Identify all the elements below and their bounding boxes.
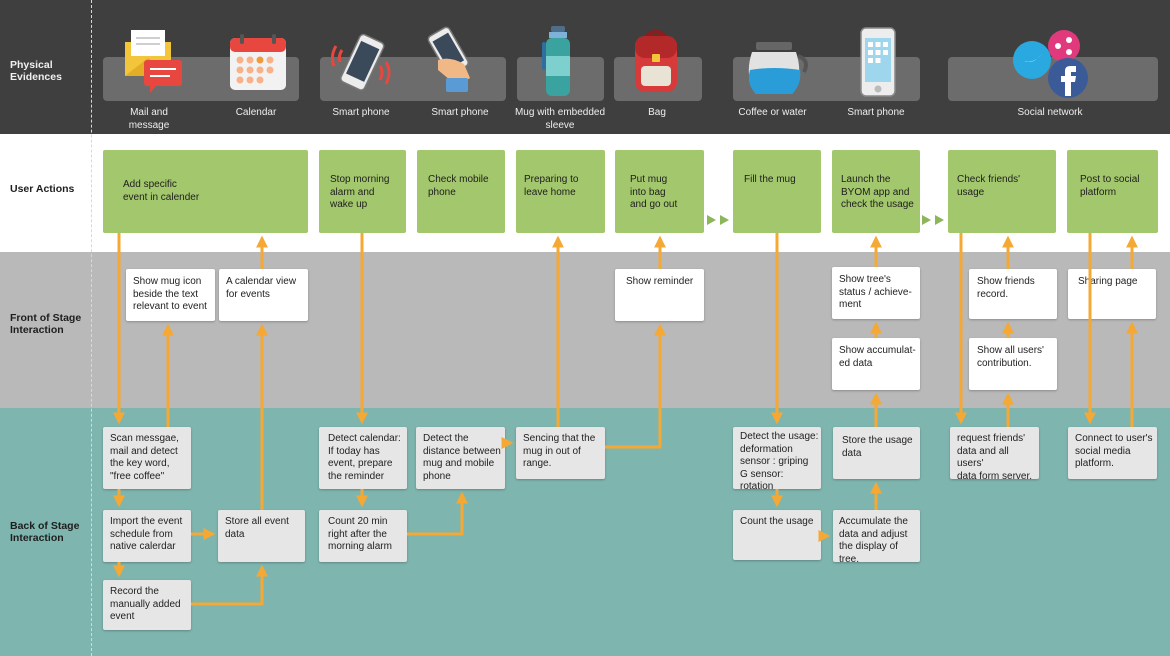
evidence-label: Smart phone (431, 107, 489, 118)
action-check-friends: Check friends' usage (948, 150, 1056, 233)
action-post-social: Post to social platform (1067, 150, 1158, 233)
social-network-icon (1013, 30, 1088, 98)
back-store-event-data: Store all event data (218, 510, 305, 562)
evidence-label: Smart phone (332, 107, 390, 118)
evidence-label: Coffee or water (738, 107, 807, 118)
front-accumulated-data: Show accumulat- ed data (832, 338, 920, 390)
action-mug-into-bag: Put mug into bag and go out (615, 150, 704, 233)
stage-transition-icon (922, 215, 944, 225)
row-label-back-of-stage: Back of Stage Interaction (10, 520, 80, 544)
backpack-icon (635, 30, 677, 92)
back-count-20-min: Count 20 min right after the morning ala… (319, 510, 407, 562)
back-count-usage: Count the usage (733, 510, 821, 560)
action-fill-mug: Fill the mug (733, 150, 821, 233)
back-detect-distance: Detect the distance between mug and mobi… (416, 427, 505, 489)
action-stop-alarm: Stop morning alarm and wake up (319, 150, 406, 233)
mail-icon (125, 30, 182, 93)
smartphone-ringing-icon (330, 33, 391, 91)
evidence-label: Social network (1017, 107, 1083, 118)
back-detect-calendar: Detect calendar: If today has event, pre… (319, 427, 407, 489)
back-store-usage: Store the usage data (833, 427, 920, 479)
row-label-divider (91, 0, 92, 656)
stage-transition-icon (707, 215, 729, 225)
front-tree-status: Show tree's status / achieve- ment (832, 267, 920, 319)
evidence-label: Bag (648, 107, 666, 118)
back-accumulate-data: Accumulate the data and adjust the displ… (833, 510, 920, 565)
front-calendar-view: A calendar view for events (219, 269, 308, 321)
front-all-users-contribution: Show all users' contribution. (969, 338, 1057, 390)
action-add-event: Add specific event in calender (103, 150, 308, 233)
back-scan-message: Scan messgae, mail and detect the key wo… (103, 427, 191, 489)
smartphone-icon (860, 27, 896, 97)
front-show-mug-icon: Show mug icon beside the text relevant t… (126, 269, 215, 321)
hand-smartphone-icon (427, 26, 470, 92)
calendar-icon (230, 34, 286, 90)
back-import-schedule: Import the event schedule from native ca… (103, 510, 191, 562)
action-launch-app: Launch the BYOM app and check the usage (832, 150, 920, 233)
evidence-label: Calendar (235, 107, 277, 118)
back-connect-social: Connect to user's social media platform. (1068, 427, 1157, 479)
evidence-label: Mail and message (128, 107, 170, 131)
back-sensing-out-of-range: Sencing that the mug in out of range. (516, 427, 605, 479)
evidence-label: Mug with embedded sleeve (514, 107, 606, 131)
front-sharing-page: Sharing page (1068, 269, 1156, 319)
coffee-pot-icon (748, 42, 808, 94)
back-detect-usage: Detect the usage: deformation sensor : g… (733, 427, 821, 492)
front-show-reminder: Show reminder (615, 269, 704, 321)
row-label-physical-evidences: Physical Evidences (10, 59, 62, 83)
front-friends-record: Show friends record. (969, 269, 1057, 319)
back-request-friends-data: request friends' data and all users' dat… (950, 427, 1039, 482)
row-label-user-actions: User Actions (10, 183, 75, 195)
action-prepare-leave: Preparing to leave home (516, 150, 605, 233)
action-check-phone: Check mobile phone (417, 150, 505, 233)
row-label-front-of-stage: Front of Stage Interaction (10, 312, 82, 336)
evidence-label: Smart phone (847, 107, 905, 118)
bottle-icon (542, 26, 570, 96)
back-record-manual-event: Record the manually added event (103, 580, 191, 630)
